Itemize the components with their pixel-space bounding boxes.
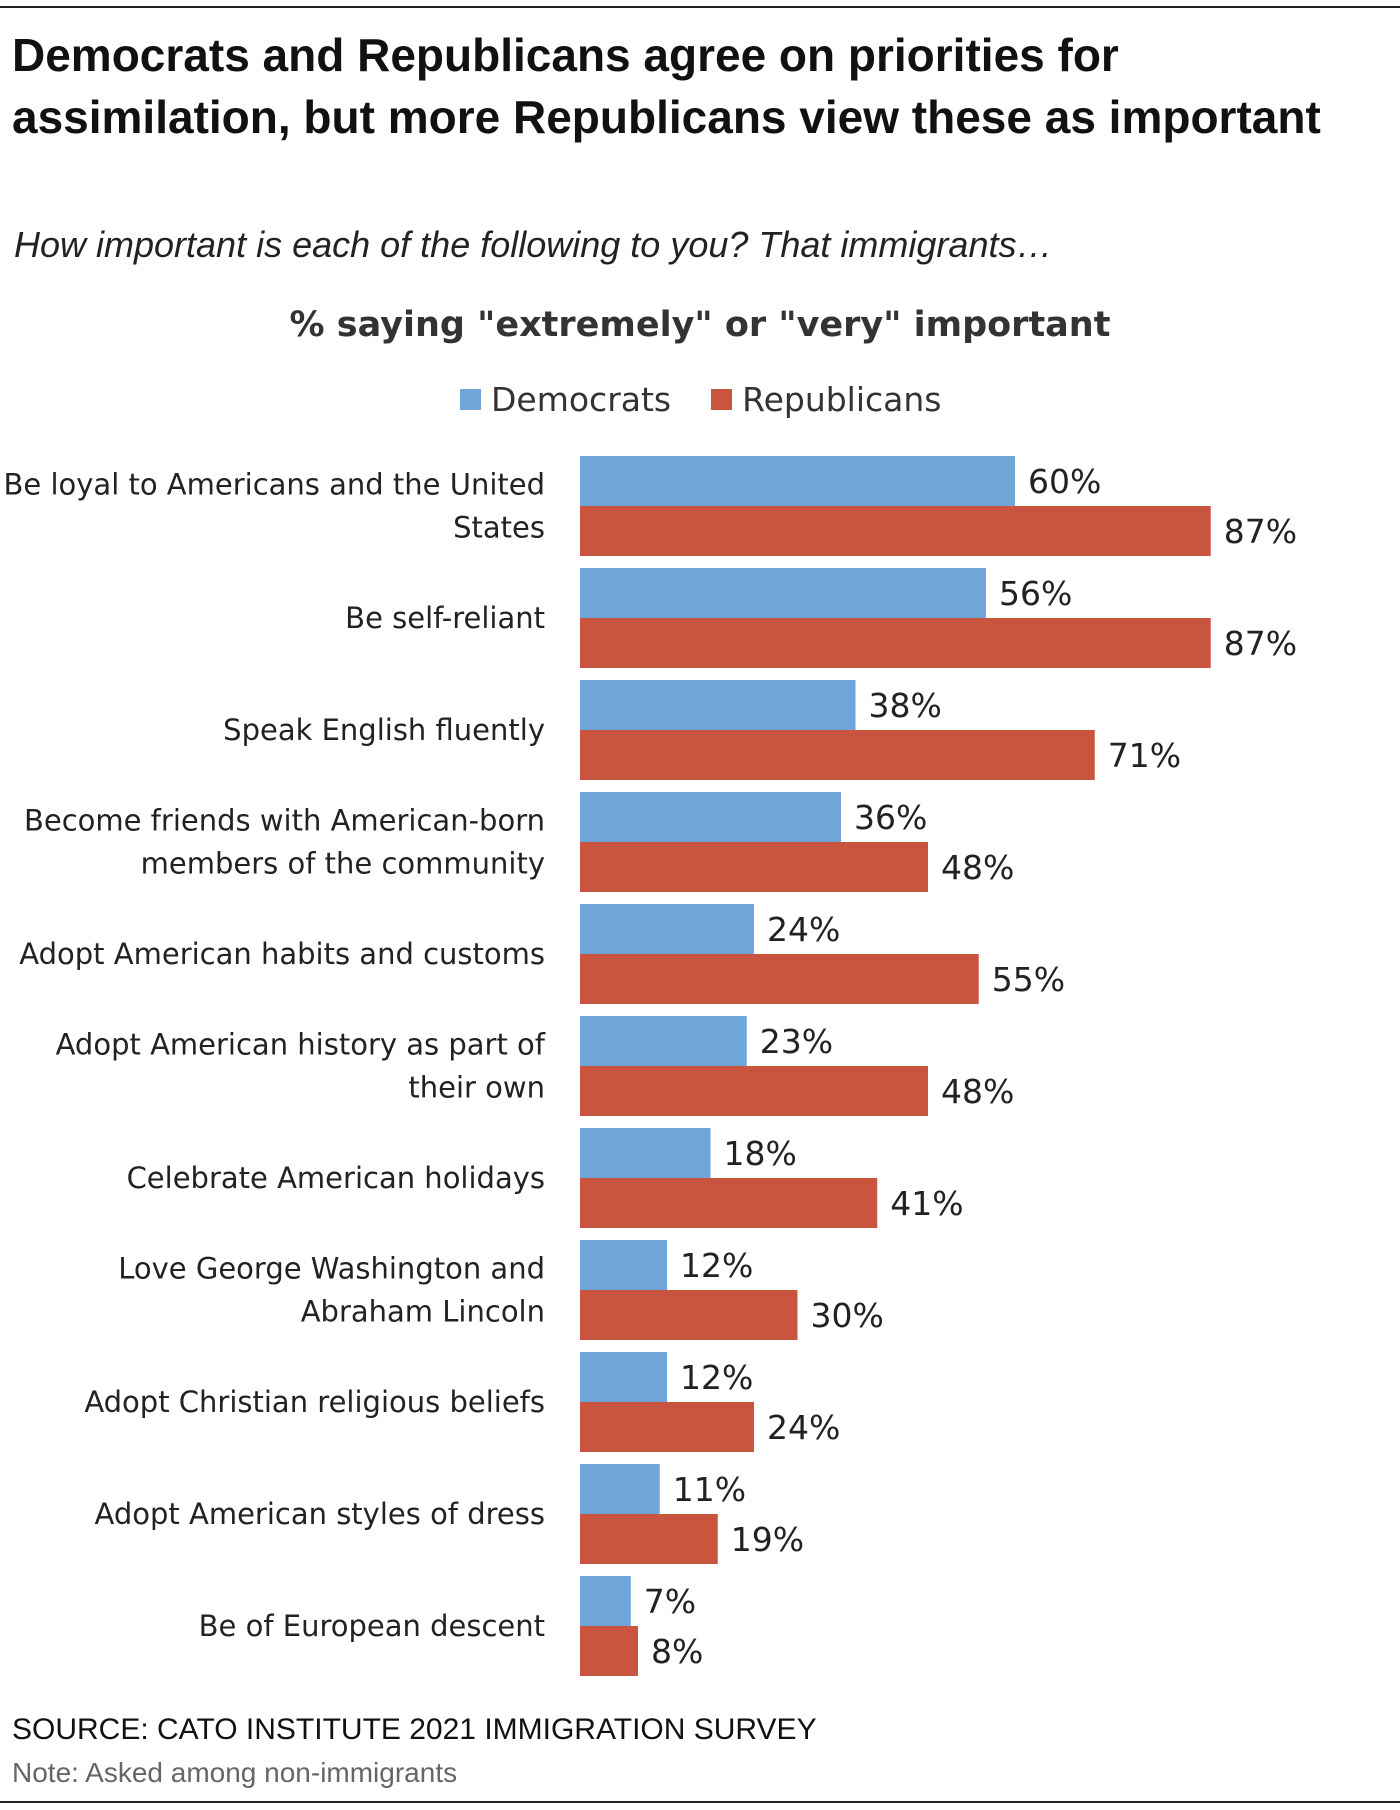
category-label: Adopt American styles of dress bbox=[95, 1497, 546, 1531]
category-label: Be loyal to Americans and the United bbox=[4, 468, 546, 502]
value-label-republicans: 41% bbox=[890, 1184, 963, 1223]
value-label-republicans: 48% bbox=[941, 848, 1014, 887]
category-label: Be of European descent bbox=[199, 1609, 545, 1643]
legend-swatch-democrats bbox=[460, 389, 481, 410]
value-label-democrats: 12% bbox=[680, 1358, 753, 1397]
legend-item-democrats: Democrats bbox=[460, 380, 671, 419]
value-label-republicans: 71% bbox=[1108, 736, 1181, 775]
value-label-democrats: 11% bbox=[673, 1470, 746, 1509]
bar-republicans bbox=[580, 954, 979, 1004]
bar-democrats bbox=[580, 1352, 667, 1402]
category-label: Be self-reliant bbox=[345, 601, 545, 635]
category-label: Abraham Lincoln bbox=[301, 1295, 545, 1329]
value-label-republicans: 30% bbox=[811, 1296, 884, 1335]
legend-label-democrats: Democrats bbox=[491, 380, 672, 419]
legend: Democrats Republicans bbox=[460, 380, 982, 419]
value-label-democrats: 24% bbox=[767, 910, 840, 949]
bottom-rule bbox=[0, 1801, 1400, 1803]
value-label-republicans: 19% bbox=[731, 1520, 804, 1559]
value-label-republicans: 87% bbox=[1224, 624, 1297, 663]
bar-republicans bbox=[580, 730, 1095, 780]
value-label-republicans: 55% bbox=[992, 960, 1065, 999]
bar-chart: Be loyal to Americans and the United Stat… bbox=[4, 456, 1297, 1676]
category-label: members of the community bbox=[141, 847, 545, 881]
bar-republicans bbox=[580, 618, 1211, 668]
value-label-republicans: 48% bbox=[941, 1072, 1014, 1111]
value-label-democrats: 12% bbox=[680, 1246, 753, 1285]
value-label-democrats: 36% bbox=[854, 798, 927, 837]
legend-label-republicans: Republicans bbox=[742, 380, 942, 419]
category-label: Adopt Christian religious beliefs bbox=[84, 1385, 545, 1419]
category-label: Speak English fluently bbox=[223, 713, 545, 747]
value-label-democrats: 18% bbox=[724, 1134, 797, 1173]
value-label-republicans: 24% bbox=[767, 1408, 840, 1447]
bar-republicans bbox=[580, 842, 928, 892]
category-label: their own bbox=[408, 1071, 545, 1105]
bar-republicans bbox=[580, 1402, 754, 1452]
bar-democrats bbox=[580, 1016, 747, 1066]
bar-democrats bbox=[580, 1128, 711, 1178]
value-label-republicans: 87% bbox=[1224, 512, 1297, 551]
category-label: Celebrate American holidays bbox=[127, 1161, 545, 1195]
value-label-democrats: 23% bbox=[760, 1022, 833, 1061]
top-rule bbox=[0, 6, 1400, 8]
value-label-republicans: 8% bbox=[651, 1632, 703, 1671]
value-label-democrats: 7% bbox=[644, 1582, 696, 1621]
category-label: States bbox=[453, 511, 545, 545]
bar-republicans bbox=[580, 1514, 718, 1564]
bar-democrats bbox=[580, 680, 856, 730]
bar-republicans bbox=[580, 506, 1211, 556]
category-label: Become friends with American-born bbox=[24, 804, 545, 838]
category-label: Adopt American history as part of bbox=[56, 1028, 546, 1062]
footnote: Note: Asked among non-immigrants bbox=[12, 1757, 458, 1788]
legend-item-republicans: Republicans bbox=[711, 380, 942, 419]
source-note: SOURCE: CATO INSTITUTE 2021 IMMIGRATION … bbox=[12, 1713, 817, 1746]
bar-democrats bbox=[580, 904, 754, 954]
category-label: Love George Washington and bbox=[118, 1252, 545, 1286]
bar-democrats bbox=[580, 456, 1015, 506]
bar-republicans bbox=[580, 1178, 878, 1228]
bar-democrats bbox=[580, 568, 986, 618]
bar-democrats bbox=[580, 1240, 667, 1290]
value-label-democrats: 38% bbox=[869, 686, 942, 725]
bar-republicans bbox=[580, 1290, 798, 1340]
figure-title: Democrats and Republicans agree on prior… bbox=[12, 29, 1321, 143]
bar-republicans bbox=[580, 1066, 928, 1116]
chart-title: % saying "extremely" or "very" important bbox=[289, 305, 1111, 345]
legend-swatch-republicans bbox=[711, 389, 733, 410]
value-label-democrats: 56% bbox=[999, 574, 1072, 613]
bar-democrats bbox=[580, 792, 841, 842]
bar-democrats bbox=[580, 1464, 660, 1514]
value-label-democrats: 60% bbox=[1028, 462, 1101, 501]
bar-democrats bbox=[580, 1576, 631, 1626]
bar-republicans bbox=[580, 1626, 638, 1676]
category-label: Adopt American habits and customs bbox=[19, 937, 545, 971]
figure-subtitle: How important is each of the following t… bbox=[14, 224, 1053, 265]
